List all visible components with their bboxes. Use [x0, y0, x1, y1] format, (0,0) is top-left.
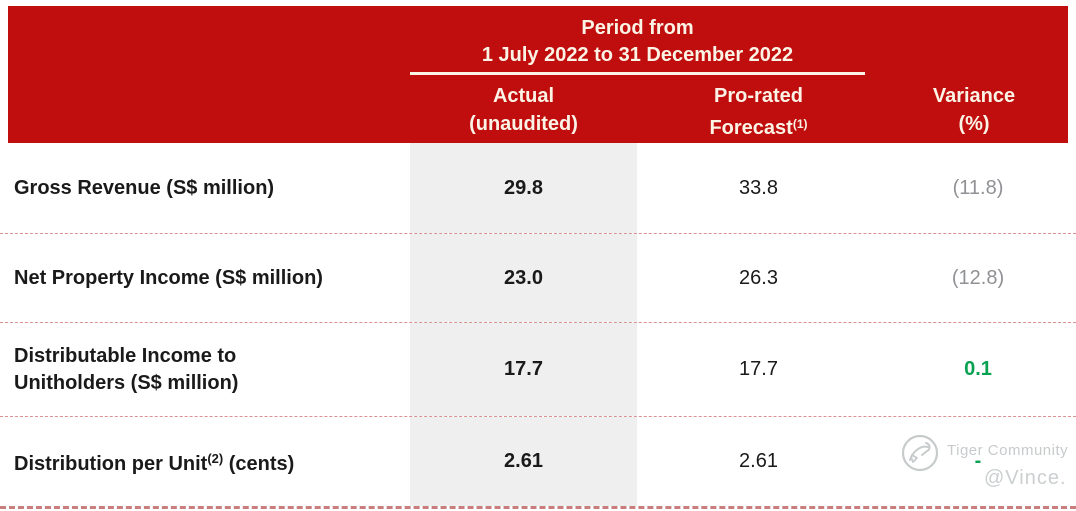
- actual-value: 2.61: [410, 417, 637, 506]
- actual-value: 29.8: [410, 143, 637, 233]
- row-label: Distribution per Unit(2) (cents): [0, 417, 410, 506]
- variance-header-line2: (%): [958, 113, 990, 135]
- variance-value: (11.8): [952, 176, 1004, 199]
- forecast-value: 33.8: [739, 176, 778, 199]
- variance-header-line1: Variance: [932, 85, 1016, 107]
- row-label-post: (cents): [223, 453, 295, 475]
- row-label: Gross Revenue (S$ million): [0, 143, 410, 233]
- row-label-text: Gross Revenue (S$ million): [14, 176, 275, 199]
- period-line1: Period from: [581, 17, 694, 39]
- forecast-value: 17.7: [739, 358, 778, 380]
- table-row-distributable-income: Distributable Income to Unitholders (S$ …: [0, 322, 1076, 416]
- forecast-value: 2.61: [739, 450, 778, 472]
- actual-header-line2: (unaudited): [469, 113, 578, 135]
- column-header-variance: Variance (%): [880, 82, 1068, 138]
- table-row-gross-revenue: Gross Revenue (S$ million) 29.8 33.8 (11…: [0, 143, 1076, 233]
- row-label-pre: Distribution per Unit: [14, 453, 208, 475]
- forecast-header-word: Forecast: [709, 117, 793, 139]
- table-body: Gross Revenue (S$ million) 29.8 33.8 (11…: [0, 143, 1076, 509]
- variance-value: (12.8): [951, 266, 1005, 289]
- forecast-footnote-marker: (1): [792, 117, 808, 131]
- row-label: Distributable Income to Unitholders (S$ …: [0, 323, 410, 416]
- column-header-forecast: Pro-rated Forecast(1): [637, 82, 880, 142]
- actual-header-line1: Actual: [492, 85, 555, 107]
- table-row-net-property-income: Net Property Income (S$ million) 23.0 26…: [0, 233, 1076, 322]
- column-header-actual: Actual (unaudited): [410, 82, 637, 138]
- variance-value: 0.1: [964, 358, 992, 380]
- table-header-banner: Period from 1 July 2022 to 31 December 2…: [8, 6, 1068, 143]
- row-label-footnote-marker: (2): [207, 451, 224, 466]
- row-label-text: Distribution per Unit(2) (cents): [14, 445, 294, 478]
- actual-value: 17.7: [410, 323, 637, 416]
- variance-value: -: [974, 450, 982, 472]
- period-line2: 1 July 2022 to 31 December 2022: [481, 44, 794, 66]
- period-underline: [410, 72, 865, 75]
- row-label: Net Property Income (S$ million): [0, 234, 410, 322]
- table-row-distribution-per-unit: Distribution per Unit(2) (cents) 2.61 2.…: [0, 416, 1076, 506]
- forecast-value: 26.3: [739, 266, 778, 289]
- forecast-header-line1: Pro-rated: [714, 85, 803, 107]
- row-label-text: Net Property Income (S$ million): [14, 266, 323, 289]
- period-header: Period from 1 July 2022 to 31 December 2…: [410, 15, 865, 69]
- actual-value: 23.0: [410, 234, 637, 322]
- forecast-header-line2: Forecast(1): [637, 110, 880, 142]
- row-label-text: Distributable Income to Unitholders (S$ …: [14, 344, 239, 394]
